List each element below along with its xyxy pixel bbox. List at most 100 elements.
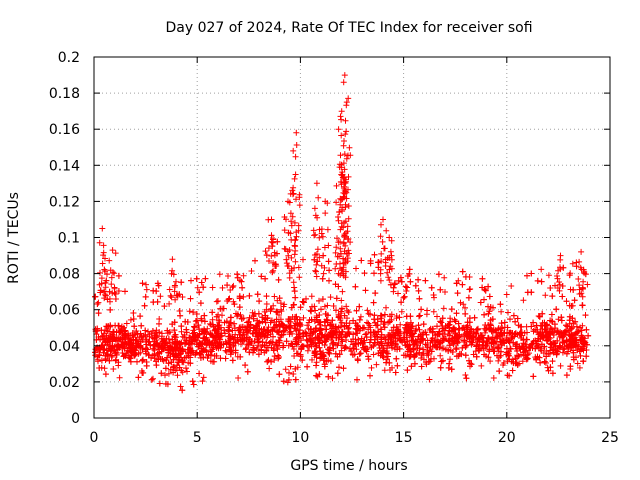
roti-point [110, 366, 117, 372]
roti-point [95, 310, 102, 317]
roti-point [463, 324, 470, 331]
roti-point [226, 346, 233, 353]
roti-point [276, 337, 283, 344]
roti-point [338, 116, 345, 123]
roti-point [105, 351, 111, 358]
roti-point [403, 288, 410, 294]
roti-point [300, 314, 307, 321]
roti-point [563, 350, 570, 357]
roti-point [440, 305, 447, 312]
roti-point [584, 281, 591, 288]
roti-point [149, 328, 156, 334]
roti-point [563, 322, 570, 329]
roti-point [167, 339, 173, 346]
roti-point [530, 319, 537, 326]
y-tick-label: 0.02 [49, 375, 80, 391]
roti-point [395, 290, 401, 297]
roti-point [490, 375, 497, 381]
roti-point [278, 331, 285, 338]
roti-point [434, 323, 440, 330]
roti-point [344, 258, 351, 265]
roti-point [377, 277, 384, 284]
roti-point [197, 340, 204, 347]
roti-point [304, 322, 311, 329]
roti-point [291, 219, 298, 226]
roti-point [449, 349, 456, 355]
roti-point [292, 153, 299, 160]
roti-point [441, 274, 448, 281]
roti-point [222, 330, 228, 337]
roti-point [319, 233, 326, 240]
roti-point [453, 346, 460, 353]
roti-point [417, 333, 424, 339]
roti-point [154, 340, 161, 347]
roti-point [210, 334, 217, 341]
roti-point [122, 353, 129, 360]
roti-point [559, 293, 566, 300]
roti-point [176, 351, 183, 358]
roti-point [304, 347, 311, 354]
roti-point [187, 334, 194, 341]
roti-point [141, 302, 148, 309]
roti-point [217, 305, 224, 312]
roti-point [242, 362, 249, 369]
roti-point [287, 210, 294, 217]
roti-point [570, 349, 577, 356]
roti-point [101, 365, 108, 372]
roti-point [187, 360, 194, 367]
y-tick-label: 0.1 [58, 231, 80, 247]
roti-point [572, 318, 579, 325]
roti-point [296, 316, 303, 323]
roti-point [290, 346, 297, 352]
roti-point [303, 295, 309, 302]
roti-point [156, 380, 163, 387]
roti-point [560, 333, 567, 340]
roti-point [479, 275, 486, 282]
roti-point [345, 247, 352, 254]
roti-point [342, 131, 349, 138]
roti-peak-point [341, 72, 348, 79]
roti-point [313, 268, 319, 275]
data-points [92, 72, 592, 394]
roti-point [170, 369, 177, 376]
roti-point [137, 349, 144, 356]
roti-point [242, 346, 249, 353]
roti-point [255, 339, 262, 346]
roti-point [112, 357, 119, 364]
roti-point [159, 356, 166, 363]
roti-point [439, 357, 446, 364]
roti-point [389, 344, 395, 351]
roti-point [174, 372, 181, 379]
roti-peak-point [322, 198, 329, 205]
roti-point [413, 326, 420, 332]
roti-point [174, 344, 181, 351]
roti-point [110, 328, 117, 335]
roti-point [217, 341, 224, 348]
roti-point [290, 279, 297, 286]
roti-point [166, 286, 173, 293]
roti-point [263, 293, 270, 300]
roti-peak-point [335, 126, 342, 133]
roti-point [569, 260, 576, 267]
roti-point [370, 342, 377, 349]
roti-point [134, 340, 141, 347]
roti-point [415, 322, 422, 329]
roti-point [165, 360, 172, 367]
roti-point [445, 347, 452, 354]
roti-point [153, 358, 159, 365]
roti-point [332, 249, 339, 256]
roti-point [513, 360, 520, 367]
roti-point [342, 117, 349, 124]
roti-point [485, 283, 492, 290]
roti-point [498, 308, 505, 315]
roti-point [406, 266, 413, 273]
roti-point [539, 323, 546, 329]
roti-point [566, 302, 573, 309]
roti-point [327, 330, 334, 336]
roti-point [317, 325, 324, 332]
roti-point [293, 142, 300, 148]
roti-point [211, 327, 218, 334]
roti-point [254, 291, 261, 298]
roti-point [200, 284, 207, 291]
roti-point [150, 345, 157, 352]
